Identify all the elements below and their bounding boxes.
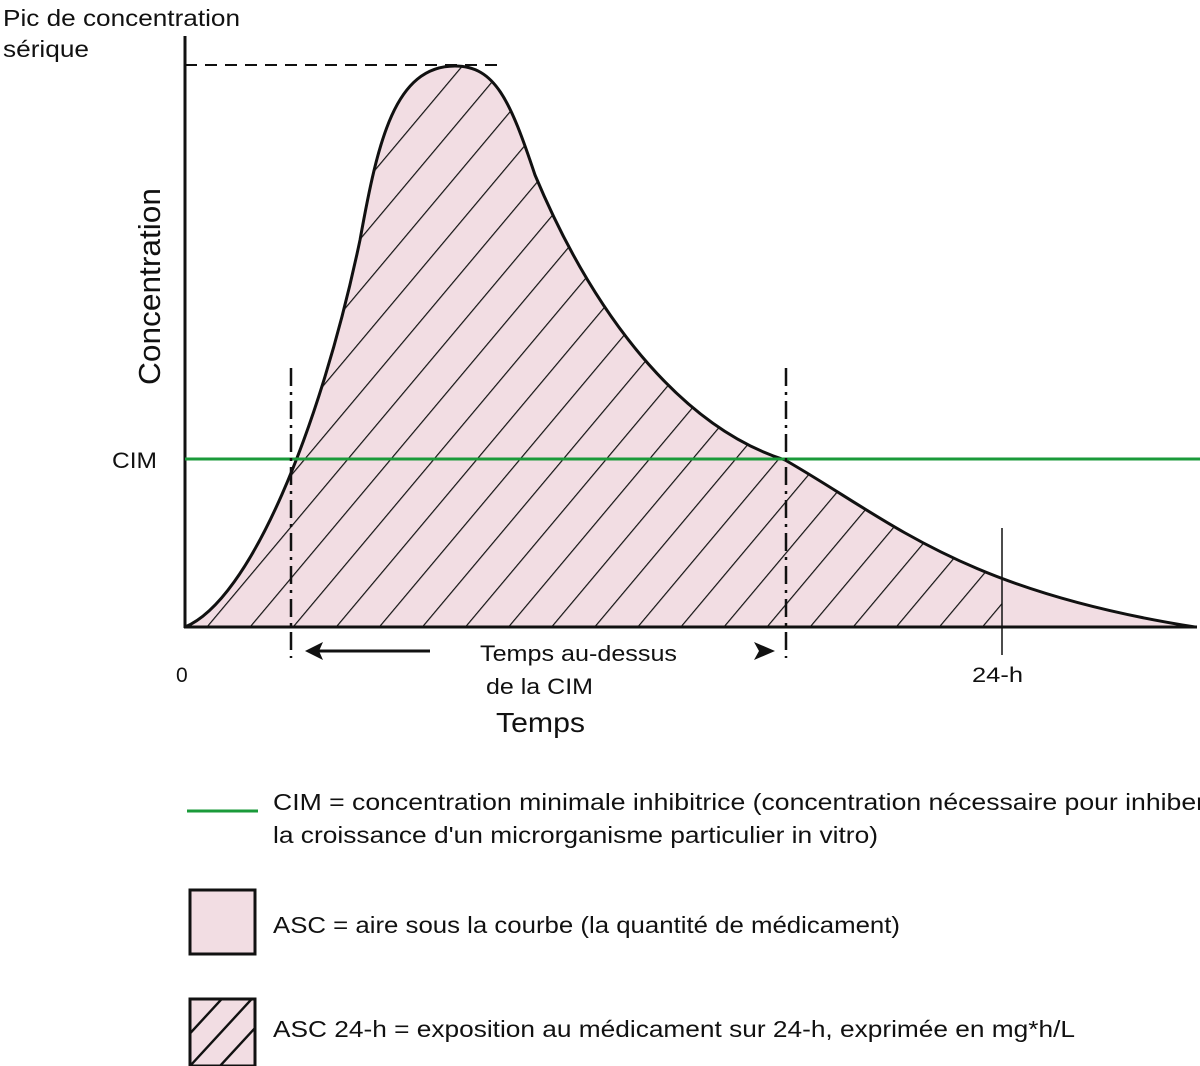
- legend-mic-text: CIM = concentration minimale inhibitrice…: [273, 789, 1200, 815]
- legend-auc-swatch: [188, 888, 257, 956]
- legend-auc24-swatch: [188, 997, 257, 1066]
- right-arrow-icon: [754, 642, 775, 660]
- peak-label-2: sérique: [3, 36, 89, 62]
- y-axis-label: Concentration: [132, 188, 167, 385]
- time-above-mic-label: Temps au-dessus: [480, 641, 677, 666]
- left-arrow-icon: [305, 642, 430, 660]
- mic-label: CIM: [112, 448, 157, 473]
- concentration-curve: [184, 64, 1196, 629]
- time-above-mic-label-2: de la CIM: [486, 674, 593, 699]
- legend-auc-text: ASC = aire sous la courbe (la quantité d…: [273, 912, 900, 938]
- legend-mic-text-2: la croissance d'un microrganisme particu…: [273, 822, 878, 848]
- x-tick-zero: 0: [176, 664, 188, 687]
- legend-auc24-text: ASC 24-h = exposition au médicament sur …: [273, 1016, 1075, 1042]
- x-tick-24h: 24-h: [972, 664, 1023, 687]
- x-axis-label: Temps: [496, 707, 585, 738]
- legend: CIM = concentration minimale inhibitrice…: [187, 789, 1200, 1066]
- peak-label: Pic de concentration: [3, 5, 240, 31]
- auc24-hatch: [185, 66, 1002, 627]
